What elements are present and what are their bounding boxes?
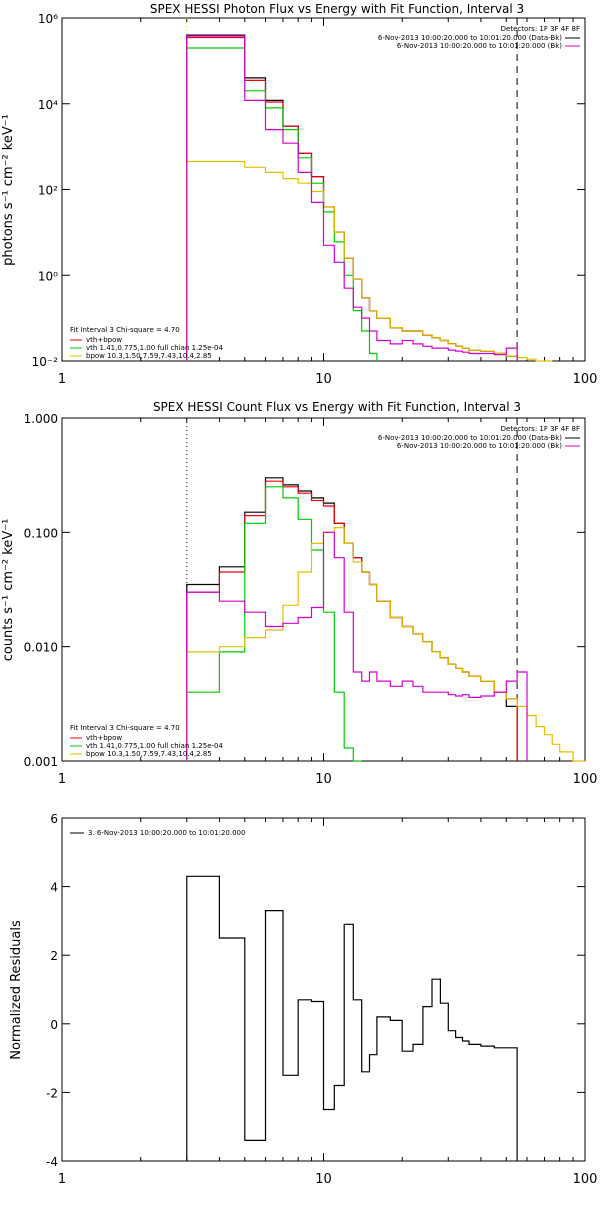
count-legend-bk-label: 6-Nov-2013 10:00:20.000 to 10:01:20.000 … [397,442,562,450]
residuals-y-axis-label: Normalized Residuals [9,920,24,1060]
photon-series-group [186,18,553,362]
count-series-vth-bpow [186,480,518,761]
photon-ytick-label: 10² [38,184,58,198]
residuals-legend: 3. 6-Nov-2013 10:00:20.000 to 10:01:20.0… [70,829,245,837]
count-ytick-label: 1.000 [24,412,58,426]
count-legend-data-label: 6-Nov-2013 10:00:20.000 to 10:01:20.000 … [378,434,562,442]
photon-ytick-label: 10⁴ [38,98,58,112]
photon-xtick-label: 1 [58,372,66,387]
photon-fit-header: Fit Interval 3 Chi-square = 4.70 [70,326,180,334]
count-detectors-label: Detectors: 1F 3F 4F 8F [501,425,580,433]
residuals-ytick-label: 2 [50,949,58,963]
count-series-bk [186,531,528,761]
count-ytick-label: 0.001 [24,755,58,769]
count-series-bpow [186,527,585,762]
count-series-data-bk [186,477,518,761]
photon-series-data-bk [186,34,518,361]
photon-legend-bpow-label: bpow 10.3,1.50,7.59,7.43,10.4,2.85 [86,352,212,360]
photon-legend-total-label: vth+bpow [86,336,122,344]
photon-series-bpow [186,160,553,362]
photon-legend-bk-label: 6-Nov-2013 10:00:20.000 to 10:01:20.000 … [397,42,562,50]
count-series-vth [186,486,362,762]
count-xtick-label: 1 [58,772,66,787]
photon-y-axis-label: photons s⁻¹ cm⁻² keV⁻¹ [1,114,16,266]
count-legend-total-label: vth+bpow [86,734,122,742]
residuals-ytick-label: 6 [50,812,58,826]
residuals-axis-ticks: 1 10 100 -4 -2 0 2 4 6 [46,812,597,1187]
photon-xtick-label: 100 [573,372,598,387]
photon-legend-right: Detectors: 1F 3F 4F 8F 6-Nov-2013 10:00:… [378,25,580,50]
count-series-group [186,418,585,762]
photon-flux-title: SPEX HESSI Photon Flux vs Energy with Fi… [150,2,524,16]
residuals-ytick-label: -2 [46,1086,58,1100]
residuals-ytick-label: 4 [50,881,58,895]
count-axis-ticks: 1 10 100 0.001 0.010 0.100 1.000 [24,412,598,787]
residuals-xtick-label: 100 [573,1172,598,1187]
residuals-legend-label: 3. 6-Nov-2013 10:00:20.000 to 10:01:20.0… [88,829,245,837]
residuals-series-3-6-nov-2013-10-00-20-000-to-10-01-20-000 [186,875,518,1161]
photon-ytick-label: 10⁻² [32,355,59,369]
photon-series-vth [186,47,378,361]
residuals-ytick-label: 0 [50,1018,58,1032]
photon-flux-panel: SPEX HESSI Photon Flux vs Energy with Fi… [1,2,597,387]
residuals-series-group [186,875,518,1161]
photon-ytick-label: 10⁰ [38,269,58,283]
photon-legend-left: Fit Interval 3 Chi-square = 4.70 vth+bpo… [70,326,224,360]
count-xtick-label: 10 [315,772,332,787]
count-y-axis-label: counts s⁻¹ cm⁻² keV⁻¹ [1,519,16,662]
residuals-ytick-label: -4 [46,1155,58,1169]
photon-legend-vth-label: vth 1.41,0.775,1.00 full chian 1.25e-04 [86,344,224,352]
residuals-xtick-label: 10 [315,1172,332,1187]
photon-axis-ticks: 1 10 100 10⁻² 10⁰ 10² 10⁴ 10⁶ [32,12,598,387]
photon-legend-data-label: 6-Nov-2013 10:00:20.000 to 10:01:20.000 … [378,34,562,42]
photon-detectors-label: Detectors: 1F 3F 4F 8F [501,25,580,33]
photon-xtick-label: 10 [315,372,332,387]
residuals-xtick-label: 1 [58,1172,66,1187]
count-legend-bpow-label: bpow 10.3,1.50,7.59,7.43,10.4,2.85 [86,750,212,758]
count-legend-vth-label: vth 1.41,0.775,1.00 full chian 1.25e-04 [86,742,224,750]
count-legend-right: Detectors: 1F 3F 4F 8F 6-Nov-2013 10:00:… [378,425,580,450]
count-legend-left: Fit Interval 3 Chi-square = 4.70 vth+bpo… [70,724,224,758]
count-ytick-label: 0.010 [24,641,58,655]
count-xtick-label: 100 [573,772,598,787]
residuals-panel: Normalized Residuals 1 10 100 -4 -2 0 2 4 6 3. 6… [9,812,597,1187]
count-ytick-label: 0.100 [24,526,58,540]
photon-series-bk [186,35,518,361]
count-flux-title: SPEX HESSI Count Flux vs Energy with Fit… [153,400,521,414]
count-fit-header: Fit Interval 3 Chi-square = 4.70 [70,724,180,732]
count-flux-panel: SPEX HESSI Count Flux vs Energy with Fit… [1,400,597,787]
photon-ytick-label: 10⁶ [38,12,58,26]
photon-series-vth-bpow [186,36,518,361]
